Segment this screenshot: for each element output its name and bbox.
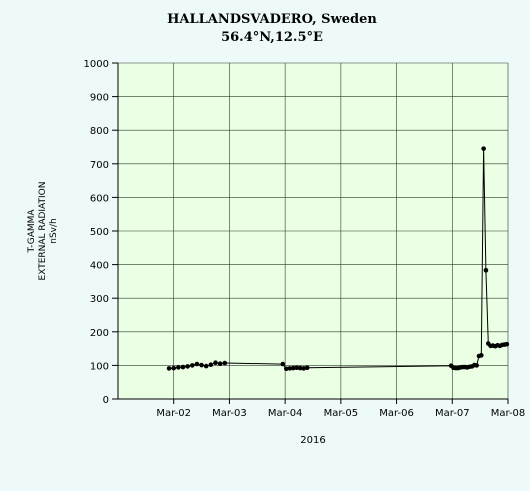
data-point [185, 364, 190, 369]
data-point [189, 363, 195, 368]
chart-title: HALLANDSVADERO, Sweden [167, 12, 377, 27]
x-tick-label: Mar-05 [324, 408, 359, 419]
data-point [194, 361, 200, 367]
y-tick-label: 200 [90, 328, 109, 339]
data-point [290, 365, 296, 371]
y-tick-label: 700 [90, 160, 109, 171]
y-tick-label: 600 [90, 193, 109, 204]
data-point [479, 353, 484, 358]
data-point [301, 366, 307, 371]
plot-area: 0 100 200 300 400 500 600 700 800 900 1000 Mar-02 Ma… [84, 59, 526, 419]
y-axis-title-line-1: T-GAMMA [27, 209, 37, 254]
x-axis-title: 2016 [300, 435, 325, 446]
x-tick-label: Mar-06 [379, 408, 414, 419]
chart-subtitle: 56.4°N,12.5°E [221, 30, 323, 45]
x-tick-label: Mar-08 [491, 408, 526, 419]
data-point [213, 360, 218, 366]
x-tick-label: Mar-07 [435, 408, 470, 419]
data-point [176, 365, 181, 370]
data-point [171, 365, 177, 371]
y-axis-title-line-3: nSv/h [49, 218, 59, 243]
data-point [208, 362, 214, 368]
data-point [180, 364, 186, 370]
data-point [504, 341, 510, 347]
x-tick-label: Mar-02 [156, 408, 191, 419]
data-point [294, 365, 300, 371]
data-point [287, 366, 293, 371]
data-point [280, 361, 286, 367]
data-point [297, 365, 303, 371]
y-tick-label: 0 [103, 395, 109, 406]
x-tick-label: Mar-04 [268, 408, 303, 419]
data-point [203, 363, 209, 369]
data-point [304, 365, 310, 371]
data-point [284, 366, 289, 372]
y-tick-label: 400 [90, 261, 109, 272]
data-point [222, 360, 228, 366]
y-tick-label: 500 [90, 227, 109, 238]
data-point [474, 363, 479, 368]
y-tick-label: 100 [90, 361, 109, 372]
data-point [166, 366, 172, 371]
y-tick-label: 300 [90, 294, 109, 305]
data-point [199, 362, 204, 368]
x-tick-label: Mar-03 [212, 408, 247, 419]
y-tick-label: 1000 [84, 59, 109, 70]
y-tick-label: 800 [90, 126, 109, 137]
data-point [481, 146, 486, 151]
data-point [217, 361, 223, 367]
y-axis-title: T-GAMMA EXTERNAL RADIATION nSv/h [27, 182, 59, 281]
y-axis-title-line-2: EXTERNAL RADIATION [38, 182, 48, 281]
data-point [483, 268, 489, 273]
y-tick-label: 900 [90, 93, 109, 104]
